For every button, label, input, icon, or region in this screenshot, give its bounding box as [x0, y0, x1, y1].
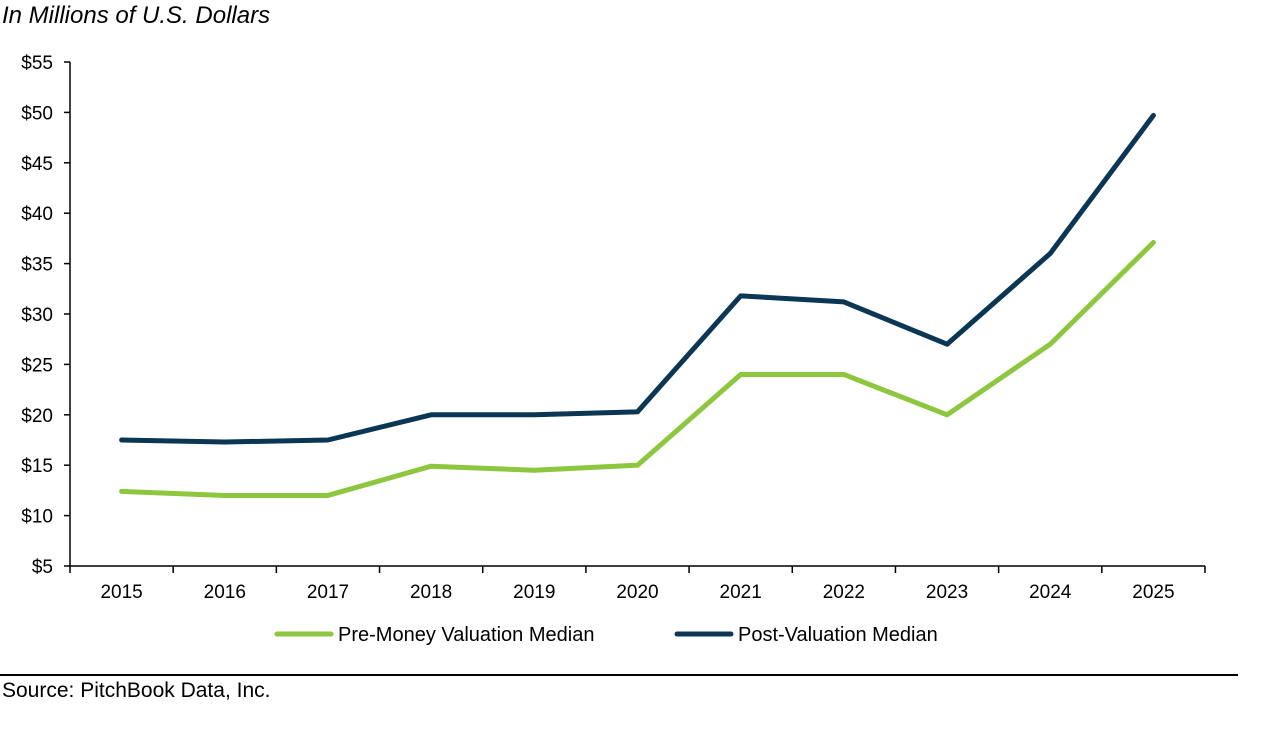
legend-label: Post-Valuation Median	[738, 624, 938, 646]
y-tick-label: $45	[21, 154, 53, 175]
series-lines	[119, 112, 1156, 498]
y-tick-label: $50	[21, 103, 53, 124]
x-tick-label: 2017	[307, 582, 349, 603]
y-tick-label: $20	[21, 406, 53, 427]
x-tick-labels: 2015 2016 2017 2018 2019 2020 2021 2022 2023 2024…	[100, 582, 1174, 603]
y-tick-label: $25	[21, 355, 53, 376]
x-tick-label: 2019	[513, 582, 555, 603]
y-tick-label: $10	[21, 507, 53, 528]
x-tick-label: 2018	[410, 582, 452, 603]
y-tick-label: $15	[21, 456, 53, 477]
x-tick-label: 2022	[823, 582, 865, 603]
x-tick-label: 2025	[1132, 582, 1174, 603]
series-line-post-valuation	[119, 112, 1156, 445]
axes	[64, 61, 1206, 573]
x-tick-label: 2024	[1029, 582, 1072, 603]
y-tick-labels: $5 $10 $15 $20 $25 $30 $35 $40 $45 $50 $55	[21, 53, 53, 578]
y-tick-label: $30	[21, 305, 53, 326]
y-tick-label: $40	[21, 204, 53, 225]
y-tick-label: $35	[21, 255, 53, 276]
legend-label: Pre-Money Valuation Median	[338, 624, 594, 646]
x-tick-label: 2016	[204, 582, 246, 603]
legend: Pre-Money Valuation Median Post-Valuation…	[274, 624, 938, 646]
x-tick-label: 2015	[100, 582, 142, 603]
y-tick-label: $55	[21, 53, 53, 74]
source-divider	[0, 674, 1238, 676]
series-line-pre-money	[119, 239, 1156, 498]
x-tick-label: 2023	[926, 582, 968, 603]
x-tick-label: 2021	[720, 582, 762, 603]
y-tick-label: $5	[32, 557, 53, 578]
chart-subtitle: In Millions of U.S. Dollars	[2, 2, 271, 29]
source-note: Source: PitchBook Data, Inc.	[2, 679, 271, 702]
x-tick-label: 2020	[616, 582, 658, 603]
